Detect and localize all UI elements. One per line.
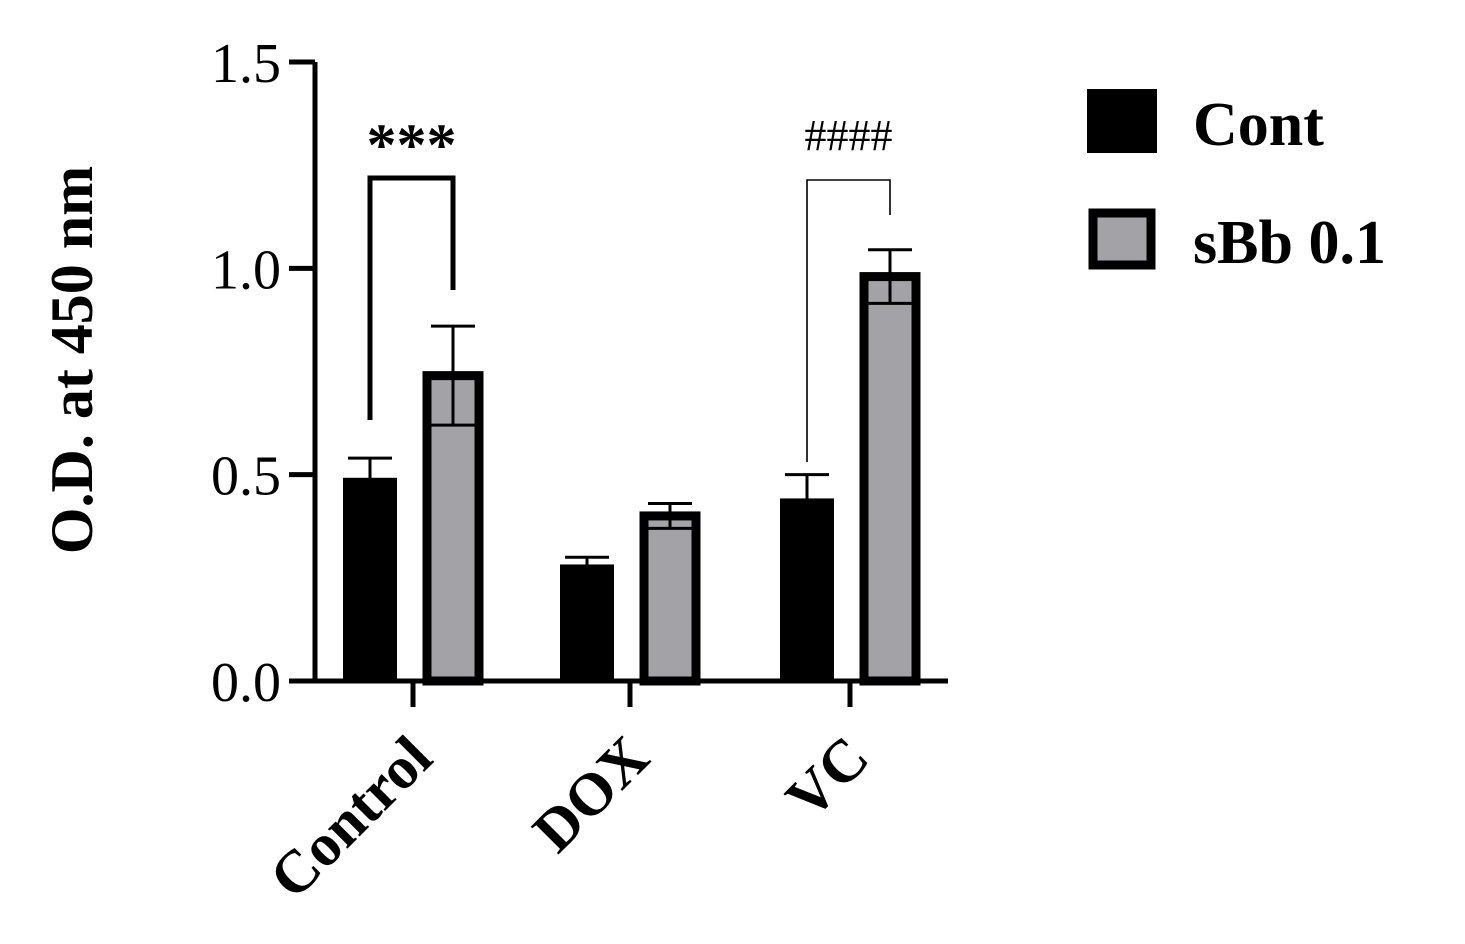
legend-label: Cont xyxy=(1193,91,1324,159)
x-tick-label-control: Control xyxy=(257,724,444,911)
y-axis-label: O.D. at 450 nm xyxy=(39,166,105,554)
axes-layer: 0.0 0.5 1.0 1.5 Control DOX VC xyxy=(211,33,948,911)
legend: Cont sBb 0.1 xyxy=(1087,89,1386,277)
y-tick-label: 1.0 xyxy=(211,239,281,301)
significance-label-hashes: #### xyxy=(805,111,893,160)
x-tick-label-dox: DOX xyxy=(520,724,661,865)
bar-sbb-0.1-dox xyxy=(639,511,701,686)
bar-cont-dox xyxy=(560,564,614,682)
bracket-line xyxy=(806,179,891,462)
bar-cont-control xyxy=(343,477,397,682)
legend-swatch xyxy=(1087,89,1157,153)
legend-label: sBb 0.1 xyxy=(1193,209,1386,277)
significance-label-stars: *** xyxy=(367,112,457,178)
annotations-layer: *** #### xyxy=(367,111,893,462)
bars-layer xyxy=(343,248,921,686)
error-bar-sbb-0.1-control xyxy=(431,324,475,427)
bar-cont-vc xyxy=(780,498,834,682)
error-bar-cont-dox xyxy=(565,555,609,566)
legend-item-sbb-0.1: sBb 0.1 xyxy=(1088,208,1386,277)
bracket-line xyxy=(367,175,456,420)
error-bar-cont-control xyxy=(348,456,392,479)
error-bar-sbb-0.1-vc xyxy=(868,248,912,305)
error-bar-sbb-0.1-dox xyxy=(648,502,692,530)
y-tick-label: 1.5 xyxy=(211,33,281,95)
error-bar-cont-vc xyxy=(785,473,829,500)
significance-bracket-vc xyxy=(806,179,891,462)
y-tick-label: 0.0 xyxy=(211,652,281,714)
legend-swatch xyxy=(1088,208,1156,270)
y-tick-label: 0.5 xyxy=(211,446,281,508)
significance-bracket-control xyxy=(367,175,456,420)
x-tick-label-vc: VC xyxy=(773,724,881,832)
legend-item-cont: Cont xyxy=(1087,89,1324,159)
bar-sbb-0.1-vc xyxy=(859,272,921,686)
